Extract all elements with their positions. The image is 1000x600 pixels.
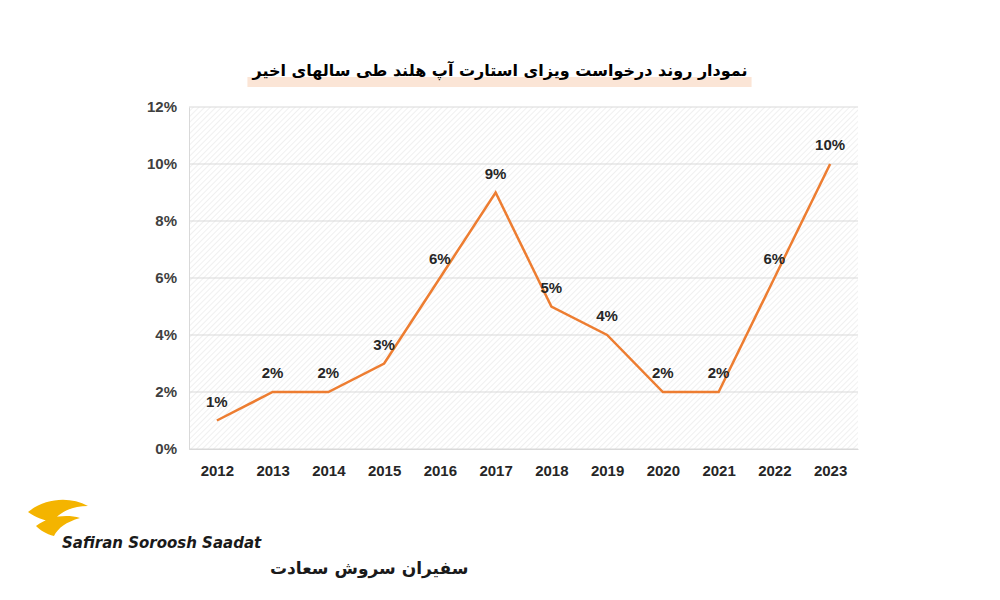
data-label: 6% xyxy=(764,250,786,267)
grid-line xyxy=(189,278,858,279)
y-tick: 8% xyxy=(155,212,189,229)
x-tick: 2021 xyxy=(702,449,735,479)
brand-name-fa: سفیران سروش سعادت xyxy=(270,558,468,579)
x-tick-label: 2017 xyxy=(479,462,512,479)
data-label: 3% xyxy=(373,336,395,353)
line xyxy=(217,164,830,421)
x-tick-label: 2023 xyxy=(814,462,847,479)
y-axis-line xyxy=(189,108,190,450)
x-tick: 2016 xyxy=(424,449,457,479)
y-tick-label: 12% xyxy=(147,98,177,115)
x-tick: 2013 xyxy=(256,449,289,479)
plot-background xyxy=(189,107,858,449)
x-axis-line xyxy=(190,449,859,450)
grid-line xyxy=(189,164,858,165)
grid-line xyxy=(189,221,858,222)
data-label: 2% xyxy=(708,364,730,381)
x-tick: 2018 xyxy=(535,449,568,479)
brand-logo xyxy=(28,500,88,536)
data-label: 5% xyxy=(541,279,563,296)
grid xyxy=(189,107,858,449)
x-tick-label: 2014 xyxy=(312,462,346,479)
data-label: 2% xyxy=(318,364,340,381)
x-tick: 2019 xyxy=(591,449,624,479)
data-label: 6% xyxy=(429,250,451,267)
x-tick-label: 2019 xyxy=(591,462,624,479)
y-tick-label: 2% xyxy=(155,383,177,400)
x-tick: 2023 xyxy=(814,449,847,479)
x-tick-label: 2013 xyxy=(256,462,289,479)
y-tick: 12% xyxy=(147,98,189,115)
y-tick: 0% xyxy=(155,440,189,457)
x-tick-label: 2018 xyxy=(535,462,568,479)
data-label: 9% xyxy=(485,165,507,182)
brand: Safiran Soroosh Saadat سفیران سروش سعادت xyxy=(28,500,468,579)
y-tick-label: 6% xyxy=(155,269,177,286)
x-tick-label: 2015 xyxy=(368,462,401,479)
x-axis: 2012 2013 2014 2015 2016 2017 2018 2019 2020 2021… xyxy=(190,449,859,479)
x-tick-label: 2016 xyxy=(424,462,457,479)
chart: 0% 2% 4% 6% 8% 10% 12% 2012 2013 2014 2015 2016 2017… xyxy=(0,0,1000,600)
grid-line xyxy=(189,335,858,336)
series xyxy=(217,164,830,421)
x-tick: 2017 xyxy=(479,449,512,479)
y-tick: 4% xyxy=(155,326,189,343)
title: نمودار روند درخواست ویزای استارت آپ هلند… xyxy=(251,60,747,81)
y-tick-label: 0% xyxy=(155,440,177,457)
y-tick-label: 10% xyxy=(147,155,177,172)
x-tick: 2020 xyxy=(647,449,680,479)
x-tick: 2015 xyxy=(368,449,401,479)
x-tick: 2022 xyxy=(758,449,791,479)
grid-line xyxy=(189,449,858,450)
y-tick: 6% xyxy=(155,269,189,286)
grid-line xyxy=(189,107,858,108)
data-label: 1% xyxy=(206,393,228,410)
data-label: 10% xyxy=(815,136,845,153)
data-label: 4% xyxy=(596,307,618,324)
data-label: 2% xyxy=(652,364,674,381)
data-labels: 1% 2% 2% 3% 6% 9% 5% 4% 2% 2% 6% 10% xyxy=(206,136,845,410)
title-group: نمودار روند درخواست ویزای استارت آپ هلند… xyxy=(247,60,751,87)
data-label: 2% xyxy=(262,364,284,381)
brand-name: Safiran Soroosh Saadat xyxy=(62,534,262,552)
x-tick-label: 2021 xyxy=(702,462,735,479)
x-tick: 2014 xyxy=(312,449,346,479)
y-tick-label: 4% xyxy=(155,326,177,343)
x-tick-label: 2012 xyxy=(201,462,234,479)
y-tick-label: 8% xyxy=(155,212,177,229)
y-tick: 10% xyxy=(147,155,189,172)
y-axis: 0% 2% 4% 6% 8% 10% 12% xyxy=(147,98,190,457)
x-tick: 2012 xyxy=(201,449,234,479)
y-tick: 2% xyxy=(155,383,189,400)
x-tick-label: 2020 xyxy=(647,462,680,479)
x-tick-label: 2022 xyxy=(758,462,791,479)
